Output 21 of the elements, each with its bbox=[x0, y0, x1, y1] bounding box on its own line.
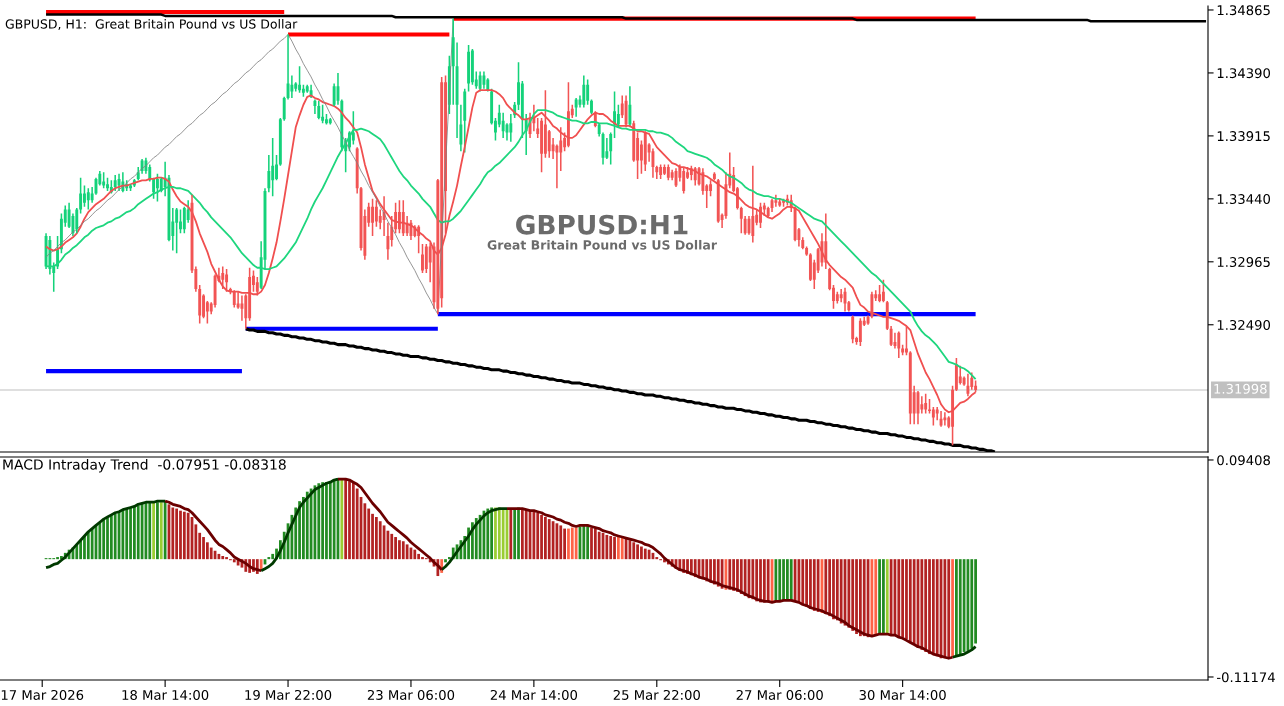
x-tick-label: 24 Mar 14:00 bbox=[490, 689, 578, 700]
y-tick-label: -0.11174 bbox=[1216, 672, 1275, 683]
y-tick-label: 1.34390 bbox=[1217, 68, 1271, 79]
x-tick-label: 19 Mar 22:00 bbox=[245, 689, 332, 700]
annotation: GBPUSD:H1 bbox=[516, 214, 688, 235]
annotation: Great Britain Pound vs US Dollar bbox=[487, 239, 717, 250]
x-tick-label: 23 Mar 06:00 bbox=[367, 689, 455, 700]
y-tick-label: 0.09408 bbox=[1217, 455, 1270, 466]
x-tick-label: 18 Mar 14:00 bbox=[122, 689, 209, 700]
ref-line-label: 1.31998 bbox=[1214, 383, 1267, 394]
x-tick-label: 30 Mar 14:00 bbox=[859, 689, 946, 700]
x-tick-label: 17 Mar 2026 bbox=[1, 689, 84, 700]
x-tick-label: 25 Mar 22:00 bbox=[613, 689, 700, 700]
x-tick-label: 27 Mar 06:00 bbox=[736, 689, 823, 700]
text: GBPUSD, H1: Great Britain Pound vs US Dollar bbox=[5, 19, 298, 30]
y-tick-label: 1.33440 bbox=[1217, 194, 1271, 205]
y-tick-label: 1.32965 bbox=[1217, 257, 1270, 267]
y-tick-label: 1.33915 bbox=[1217, 131, 1270, 142]
y-tick-label: 1.32490 bbox=[1217, 319, 1271, 330]
chart-title: MACD Intraday Trend -0.07951 -0.08318 bbox=[3, 459, 286, 473]
y-tick-label: 1.34865 bbox=[1217, 5, 1270, 16]
